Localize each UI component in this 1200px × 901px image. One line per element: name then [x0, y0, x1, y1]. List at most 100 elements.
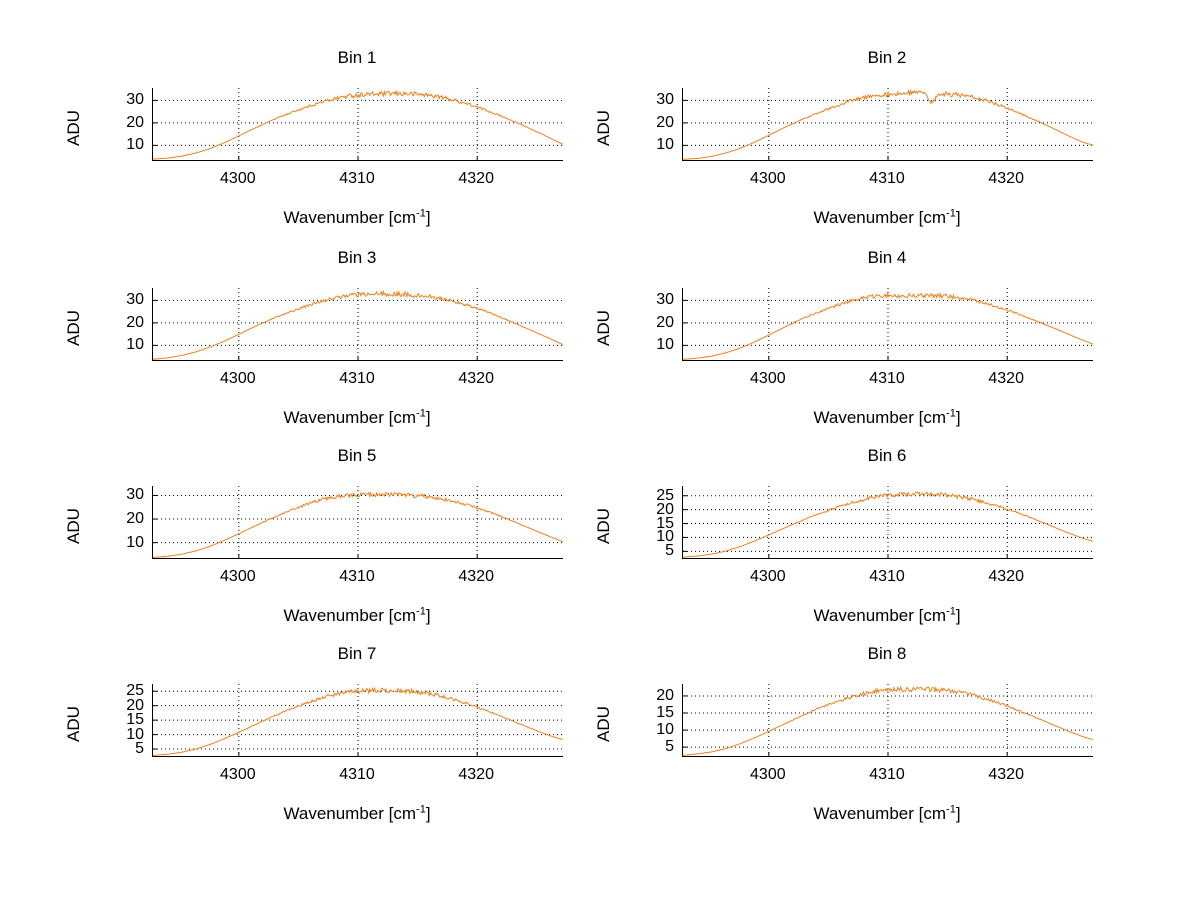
x-tick-label: 4310 [339, 568, 375, 585]
x-axis-label: Wavenumber [cm-1] [152, 208, 562, 228]
plot-area [682, 288, 1094, 361]
x-tick-label: 4320 [988, 370, 1024, 387]
x-axis-label-tail: ] [955, 408, 961, 427]
y-tick-label: 15 [656, 514, 674, 532]
y-tick-labels: 10 20 30 [622, 88, 674, 160]
spectrum-line [682, 491, 1094, 558]
x-axis-label-text: Wavenumber [cm [283, 804, 417, 823]
spectrum-line [682, 88, 1094, 160]
x-axis-label: Wavenumber [cm-1] [152, 408, 562, 428]
y-tick-label: 10 [656, 136, 674, 154]
y-tick-label: 20 [656, 686, 674, 704]
plot-area [152, 684, 564, 757]
y-tick-label: 20 [656, 500, 674, 518]
y-tick-label: 10 [656, 721, 674, 739]
x-axis-label-exponent: -1 [416, 605, 426, 618]
x-axis-label-tail: ] [425, 408, 431, 427]
y-axis-label: ADU [594, 508, 613, 544]
y-tick-label: 10 [126, 336, 144, 354]
y-tick-label: 25 [126, 682, 144, 700]
x-axis-label-exponent: -1 [416, 207, 426, 220]
spectrum-line [682, 292, 1094, 360]
subplot-title: Bin 3 [337, 248, 377, 267]
y-tick-label: 10 [126, 136, 144, 154]
plot-area [152, 288, 564, 361]
subplot-3: Bin 3 ADU 10 20 30 4300 4310 4320 Wavenumber [cm… [42, 248, 582, 460]
x-tick-label: 4310 [339, 370, 375, 387]
y-tick-label: 5 [665, 542, 674, 560]
x-axis-label: Wavenumber [cm-1] [152, 606, 562, 626]
x-axis-label-text: Wavenumber [cm [813, 208, 947, 227]
subplot-4: Bin 4 ADU 10 20 30 4300 4310 4320 Wavenumber [cm… [572, 248, 1112, 460]
x-tick-label: 4320 [988, 766, 1024, 783]
spectrum-line [682, 685, 1094, 756]
y-tick-label: 10 [656, 528, 674, 546]
x-axis-label-exponent: -1 [416, 407, 426, 420]
y-tick-labels: 10 20 30 [622, 288, 674, 360]
subplot-2: Bin 2 ADU 10 20 30 4300 4310 4320 Wavenumber [cm… [572, 48, 1112, 260]
x-tick-label: 4310 [339, 170, 375, 187]
y-tick-labels: 10 20 30 [92, 288, 144, 360]
y-tick-label: 30 [656, 291, 674, 309]
y-axis-label: ADU [594, 706, 613, 742]
y-axis-label: ADU [64, 110, 83, 146]
x-tick-label: 4320 [988, 568, 1024, 585]
x-tick-label: 4300 [750, 370, 786, 387]
y-tick-label: 30 [126, 486, 144, 504]
x-axis-label-text: Wavenumber [cm [813, 606, 947, 625]
y-tick-label: 30 [126, 91, 144, 109]
x-tick-label: 4300 [750, 170, 786, 187]
x-tick-label: 4300 [750, 766, 786, 783]
x-axis-label: Wavenumber [cm-1] [682, 606, 1092, 626]
spectrum-line [152, 289, 564, 360]
x-axis-label-text: Wavenumber [cm [283, 208, 417, 227]
subplot-1: Bin 1 ADU 10 20 30 4300 4310 4320 Wavenumber [cm… [42, 48, 582, 260]
x-axis-label: Wavenumber [cm-1] [682, 408, 1092, 428]
x-tick-label: 4320 [458, 766, 494, 783]
y-axis-label: ADU [64, 310, 83, 346]
subplot-title: Bin 5 [337, 446, 377, 465]
x-axis-label: Wavenumber [cm-1] [682, 208, 1092, 228]
subplot-title: Bin 2 [867, 48, 907, 67]
x-axis-label-tail: ] [955, 606, 961, 625]
subplot-title: Bin 1 [337, 48, 377, 67]
x-tick-label: 4310 [869, 370, 905, 387]
x-axis-label-tail: ] [425, 208, 431, 227]
x-tick-label: 4320 [458, 568, 494, 585]
x-tick-label: 4310 [339, 766, 375, 783]
y-tick-label: 10 [656, 336, 674, 354]
x-axis-label-exponent: -1 [946, 803, 956, 816]
y-tick-label: 20 [656, 113, 674, 131]
y-tick-label: 15 [656, 704, 674, 721]
x-axis-label-text: Wavenumber [cm [813, 804, 947, 823]
x-tick-label: 4320 [458, 170, 494, 187]
y-tick-label: 25 [656, 486, 674, 504]
y-tick-label: 5 [135, 740, 144, 758]
x-tick-label: 4300 [220, 370, 256, 387]
y-tick-label: 30 [126, 291, 144, 309]
x-tick-label: 4310 [869, 170, 905, 187]
plot-area [682, 486, 1094, 559]
x-axis-label-tail: ] [425, 606, 431, 625]
x-axis-label: Wavenumber [cm-1] [682, 804, 1092, 824]
x-tick-label: 4320 [988, 170, 1024, 187]
x-axis-label-exponent: -1 [416, 803, 426, 816]
x-axis-label-tail: ] [955, 804, 961, 823]
y-tick-label: 20 [126, 313, 144, 331]
y-axis-label: ADU [594, 310, 613, 346]
x-axis-label-text: Wavenumber [cm [283, 408, 417, 427]
x-axis-label-exponent: -1 [946, 407, 956, 420]
x-axis-label-tail: ] [425, 804, 431, 823]
subplot-title: Bin 4 [867, 248, 907, 267]
y-tick-labels: 10 20 30 [92, 486, 144, 558]
x-axis-label-exponent: -1 [946, 207, 956, 220]
subplot-8: Bin 8 ADU 5 10 15 20 4300 4310 4320 Wavenumber [c… [572, 644, 1112, 856]
y-tick-labels: 10 20 30 [92, 88, 144, 160]
y-tick-labels: 5 10 15 20 25 [622, 486, 674, 560]
x-tick-label: 4300 [220, 568, 256, 585]
subplot-title: Bin 8 [867, 644, 907, 663]
plot-area [682, 684, 1094, 757]
x-axis-label-text: Wavenumber [cm [813, 408, 947, 427]
subplot-title: Bin 7 [337, 644, 377, 663]
